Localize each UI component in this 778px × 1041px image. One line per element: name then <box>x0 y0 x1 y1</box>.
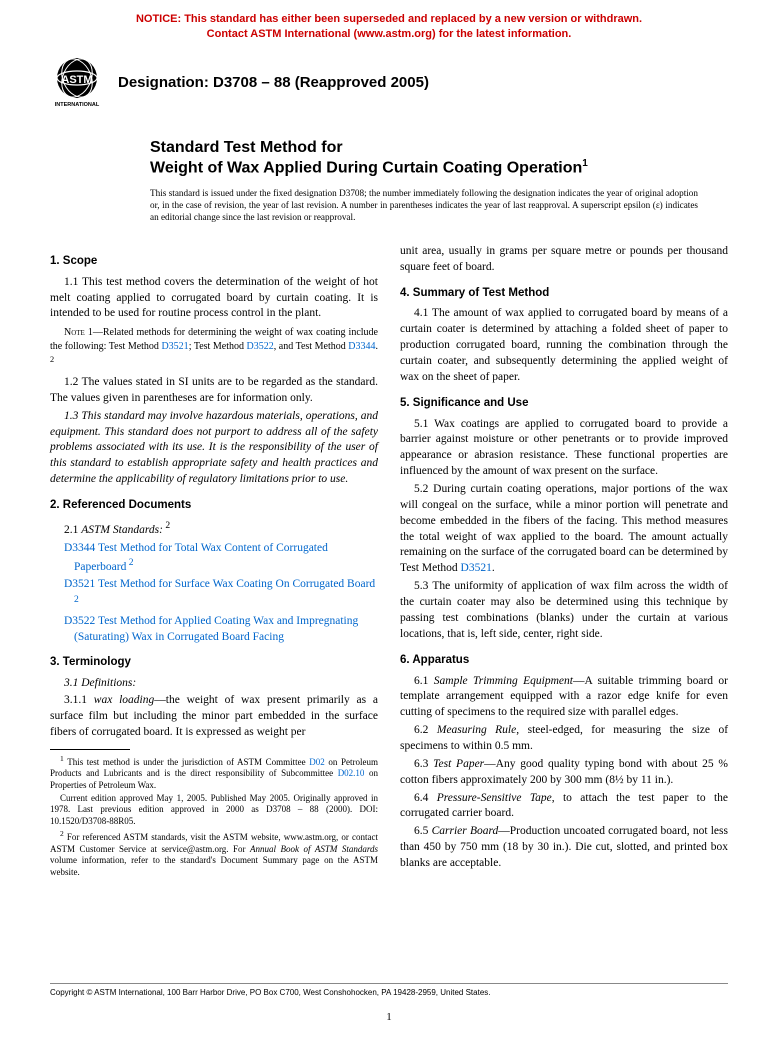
para-5-3: 5.3 The uniformity of application of wax… <box>400 579 728 642</box>
link-d3522[interactable]: D3522 <box>247 341 274 352</box>
designation: Designation: D3708 – 88 (Reapproved 2005… <box>118 74 429 91</box>
link-d02[interactable]: D02 <box>309 757 325 767</box>
document-title: Standard Test Method for Weight of Wax A… <box>150 138 728 178</box>
para-6-4: 6.4 Pressure-Sensitive Tape, to attach t… <box>400 791 728 823</box>
astm-logo: ASTM INTERNATIONAL <box>50 56 104 110</box>
footnote-2: 2 For referenced ASTM standards, visit t… <box>50 829 378 879</box>
notice-line-1: NOTICE: This standard has either been su… <box>136 13 642 25</box>
section-2-head: 2. Referenced Documents <box>50 498 378 514</box>
para-4-1: 4.1 The amount of wax applied to corruga… <box>400 306 728 385</box>
note-1: Note 1—Related methods for determining t… <box>50 326 378 371</box>
ref-d3344[interactable]: D3344 Test Method for Total Wax Content … <box>50 541 378 577</box>
para-6-2: 6.2 Measuring Rule, steel-edged, for mea… <box>400 723 728 755</box>
para-3-1: 3.1 Definitions: <box>50 676 378 692</box>
para-3-1-1: 3.1.1 wax loading—the weight of wax pres… <box>50 693 378 741</box>
link-d3344[interactable]: D3344 <box>348 341 375 352</box>
section-1-head: 1. Scope <box>50 254 378 270</box>
para-5-2: 5.2 During curtain coating operations, m… <box>400 482 728 577</box>
para-6-1: 6.1 Sample Trimming Equipment—A suitable… <box>400 674 728 722</box>
para-1-1: 1.1 This test method covers the determin… <box>50 275 378 323</box>
ref-d3522[interactable]: D3522 Test Method for Applied Coating Wa… <box>50 614 378 646</box>
link-d02-10[interactable]: D02.10 <box>338 768 365 778</box>
section-4-head: 4. Summary of Test Method <box>400 286 728 302</box>
para-5-1: 5.1 Wax coatings are applied to corrugat… <box>400 417 728 480</box>
footnote-1: 1 This test method is under the jurisdic… <box>50 754 378 792</box>
supersession-notice: NOTICE: This standard has either been su… <box>50 12 728 42</box>
svg-text:INTERNATIONAL: INTERNATIONAL <box>55 102 100 108</box>
link-d3521[interactable]: D3521 <box>161 341 188 352</box>
para-1-2: 1.2 The values stated in SI units are to… <box>50 375 378 407</box>
header: ASTM INTERNATIONAL Designation: D3708 – … <box>50 56 728 110</box>
section-5-head: 5. Significance and Use <box>400 396 728 412</box>
section-6-head: 6. Apparatus <box>400 653 728 669</box>
para-3-1-1-cont: unit area, usually in grams per square m… <box>400 244 728 276</box>
issuance-note: This standard is issued under the fixed … <box>150 188 698 224</box>
footnote-block: 1 This test method is under the jurisdic… <box>50 749 378 879</box>
para-2-1: 2.1 ASTM Standards: 2 <box>50 519 378 539</box>
section-3-head: 3. Terminology <box>50 655 378 671</box>
link-d3521-b[interactable]: D3521 <box>461 562 492 574</box>
page-number: 1 <box>0 1011 778 1023</box>
para-6-3: 6.3 Test Paper—Any good quality typing b… <box>400 757 728 789</box>
svg-text:ASTM: ASTM <box>61 74 92 86</box>
para-1-3: 1.3 This standard may involve hazardous … <box>50 409 378 488</box>
body-columns: 1. Scope 1.1 This test method covers the… <box>50 244 728 879</box>
copyright: Copyright © ASTM International, 100 Barr… <box>50 983 728 997</box>
para-6-5: 6.5 Carrier Board—Production uncoated co… <box>400 824 728 872</box>
ref-d3521[interactable]: D3521 Test Method for Surface Wax Coatin… <box>50 577 378 613</box>
title-line-1: Standard Test Method for <box>150 138 728 158</box>
title-line-2: Weight of Wax Applied During Curtain Coa… <box>150 158 728 178</box>
footnote-1b: Current edition approved May 1, 2005. Pu… <box>50 793 378 828</box>
notice-line-2: Contact ASTM International (www.astm.org… <box>207 28 572 40</box>
footnote-rule <box>50 749 130 750</box>
